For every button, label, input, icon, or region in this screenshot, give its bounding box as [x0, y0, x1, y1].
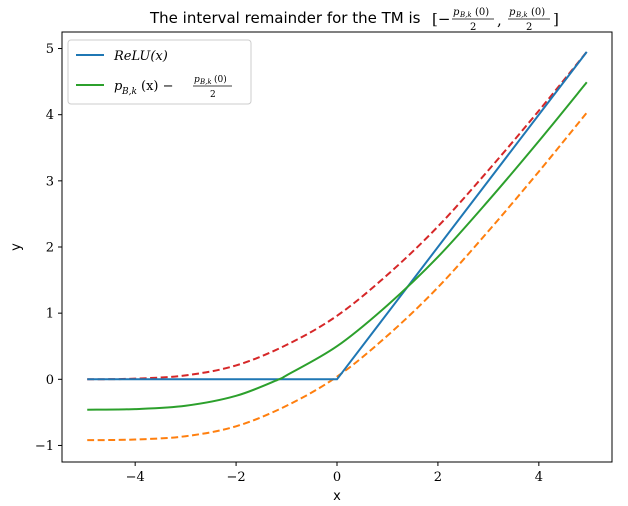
x-tick-label: 4	[535, 470, 543, 485]
title-math-frac1-num-tail: (0)	[475, 7, 489, 18]
title-math-sep: ,	[497, 11, 502, 29]
y-tick-label: 1	[46, 307, 54, 322]
x-tick-label: 0	[333, 470, 341, 485]
legend-box	[67, 39, 252, 105]
title-math-frac2-num-sub: B,k	[515, 11, 528, 19]
series-layer	[87, 51, 588, 442]
title-math-frac2-num-tail: (0)	[531, 7, 545, 18]
y-axis-label: y	[9, 243, 24, 251]
legend-poly-frac-num: p	[194, 75, 200, 85]
title-math-close: ]	[553, 10, 559, 28]
x-axis-ticks: −4 −2 0 2 4	[126, 462, 543, 485]
legend-label-relu: ReLU(x)	[113, 49, 168, 64]
x-axis-label: x	[333, 489, 341, 504]
x-tick-label: −2	[226, 470, 245, 485]
title-math-frac1-den: 2	[470, 22, 476, 33]
legend-label-poly: p B,k (x) − p B,k (0) 2	[114, 74, 232, 100]
y-axis-ticks: −1 0 1 2 3 4 5	[35, 42, 62, 454]
title-math-frac1-num: p	[453, 7, 460, 18]
y-tick-label: 0	[46, 373, 54, 388]
series-line-2	[87, 51, 588, 381]
x-tick-label: 2	[434, 470, 442, 485]
y-tick-label: 3	[46, 174, 54, 189]
plot-area: −4 −2 0 2 4 −1 0 1 2 3 4 5	[35, 31, 613, 485]
series-line-1	[87, 81, 588, 411]
title-math-open: [−	[432, 10, 450, 28]
x-tick-label: −4	[126, 470, 145, 485]
legend-poly-frac-sub: B,k	[199, 78, 212, 86]
title-math-frac1-num-sub: B,k	[459, 11, 472, 19]
chart-title-math: [− p B,k (0) 2 , p B,k (0) 2 ]	[432, 7, 559, 33]
chart-title-text: The interval remainder for the TM is	[149, 9, 421, 27]
chart-title: The interval remainder for the TM is [− …	[149, 7, 559, 33]
series-line-3	[87, 112, 588, 442]
y-tick-label: −1	[35, 439, 54, 454]
title-math-frac2-num: p	[509, 7, 516, 18]
legend-poly-sub: B,k	[121, 87, 137, 97]
legend-poly-p: p	[114, 79, 123, 94]
legend-poly-frac-den: 2	[210, 90, 216, 100]
series-line-0	[87, 51, 588, 381]
title-math-frac2-den: 2	[526, 22, 532, 33]
legend-poly-frac-tail: (0)	[214, 74, 227, 85]
y-tick-label: 5	[46, 42, 54, 57]
legend: ReLU(x) p B,k (x) − p B,k (0) 2	[67, 39, 252, 105]
y-tick-label: 4	[46, 108, 54, 123]
legend-poly-arg: (x) −	[141, 79, 174, 94]
y-tick-label: 2	[46, 241, 54, 256]
